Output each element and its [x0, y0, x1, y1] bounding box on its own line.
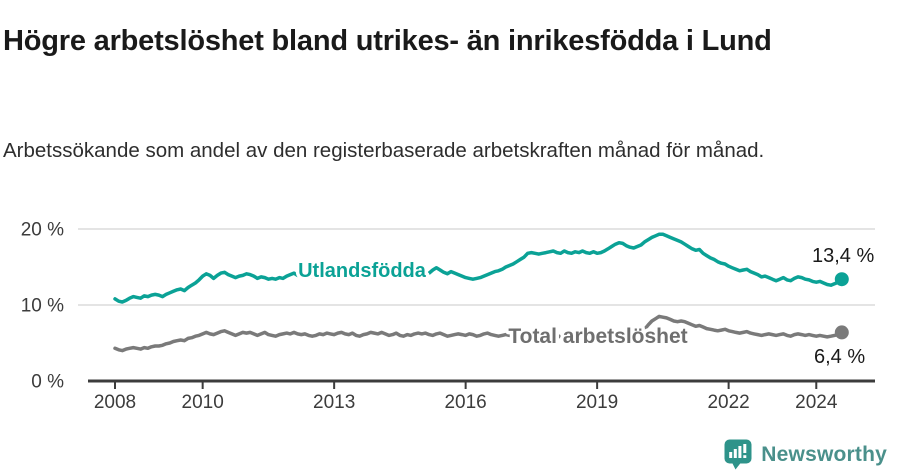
logo-bubble — [724, 439, 752, 464]
logo-bubble-tail — [732, 462, 742, 470]
end-value-label-total-arbetsloshet: 6,4 % — [814, 346, 865, 368]
series-line-utlandsfodda — [113, 232, 844, 304]
newsworthy-logo-icon — [724, 439, 752, 470]
x-tick-label: 2022 — [707, 392, 749, 413]
endpoint-dot-utlandsfodda — [834, 272, 849, 287]
x-tick-label: 2024 — [795, 392, 838, 413]
end-value-label-utlandsfodda: 13,4 % — [812, 245, 874, 267]
x-tick-label: 2016 — [444, 392, 486, 413]
x-tick-label: 2008 — [94, 392, 136, 413]
unemployment-chart: 0 % 10 % 20 % 2008 2010 2013 2016 2019 2022 2024 U… — [21, 220, 875, 413]
logo-barchart-glyph — [729, 444, 747, 458]
series-label-utlandsfodda: Utlandsfödda — [298, 260, 427, 282]
y-tick-label: 20 % — [21, 220, 64, 241]
x-tick-label: 2019 — [576, 392, 618, 413]
x-tick-label: 2010 — [182, 392, 224, 413]
series-label-total-arbetsloshet: Total arbetslöshet — [508, 325, 687, 348]
chart-subtitle: Arbetssökande som andel av den registerb… — [3, 138, 765, 162]
chart-title: Högre arbetslöshet bland utrikes- än inr… — [3, 25, 772, 58]
endpoint-dot-total-arbetsloshet — [834, 325, 849, 340]
newsworthy-logo: Newsworthy — [724, 439, 887, 470]
y-tick-label: 0 % — [31, 372, 64, 393]
series-line-total-arbetsloshet — [113, 314, 844, 353]
brand-name: Newsworthy — [761, 442, 887, 466]
x-tick-label: 2013 — [313, 392, 355, 413]
y-tick-label: 10 % — [21, 296, 64, 317]
